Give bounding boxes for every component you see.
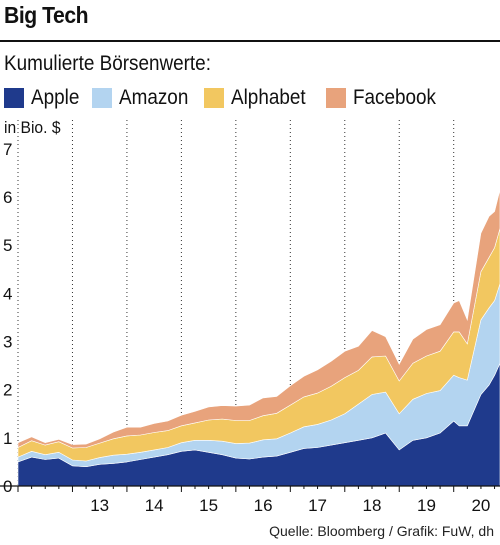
x-tick-label: 14 <box>145 496 164 515</box>
area-facebook <box>17 189 500 449</box>
y-tick-label: 2 <box>3 381 12 400</box>
title-rule <box>0 40 500 42</box>
chart-subtitle: Kumulierte Börsenwerte: <box>4 52 211 75</box>
axes <box>0 485 500 492</box>
legend-item-alphabet: Alphabet <box>204 84 314 112</box>
source-note: Quelle: Bloomberg / Grafik: FuW, dh <box>269 523 494 539</box>
x-tick-label: 19 <box>417 496 436 515</box>
x-tick-label: 16 <box>254 496 273 515</box>
y-tick-label: 1 <box>3 429 12 448</box>
legend-label-alphabet: Alphabet <box>231 86 306 109</box>
y-tick-label: 4 <box>3 284 12 303</box>
legend-swatch-amazon <box>92 88 112 108</box>
x-tick-label: 13 <box>90 496 109 515</box>
legend: Apple Amazon Alphabet Facebook <box>4 84 500 112</box>
legend-item-facebook: Facebook <box>326 84 445 112</box>
x-tick-label: 20 <box>471 496 490 515</box>
x-tick-label: 18 <box>363 496 382 515</box>
legend-swatch-facebook <box>326 88 346 108</box>
legend-label-apple: Apple <box>31 86 80 109</box>
y-tick-label: 3 <box>3 333 12 352</box>
y-tick-label: 6 <box>3 188 12 207</box>
x-tick-label: 17 <box>308 496 327 515</box>
x-tick-label: 15 <box>199 496 218 515</box>
legend-label-amazon: Amazon <box>119 86 189 109</box>
legend-swatch-alphabet <box>204 88 224 108</box>
y-tick-label: 0 <box>3 477 12 496</box>
legend-item-amazon: Amazon <box>92 84 196 112</box>
legend-item-apple: Apple <box>4 84 85 112</box>
y-tick-labels: 0 1 2 3 4 5 6 7 <box>3 140 12 496</box>
legend-label-facebook: Facebook <box>353 86 437 109</box>
y-tick-label: 7 <box>3 140 12 159</box>
y-tick-label: 5 <box>3 236 12 255</box>
legend-swatch-apple <box>4 88 24 108</box>
series-areas <box>17 189 500 487</box>
chart-title: Big Tech <box>4 2 89 28</box>
x-tick-labels: 13 14 15 16 17 18 19 20 <box>90 496 490 515</box>
